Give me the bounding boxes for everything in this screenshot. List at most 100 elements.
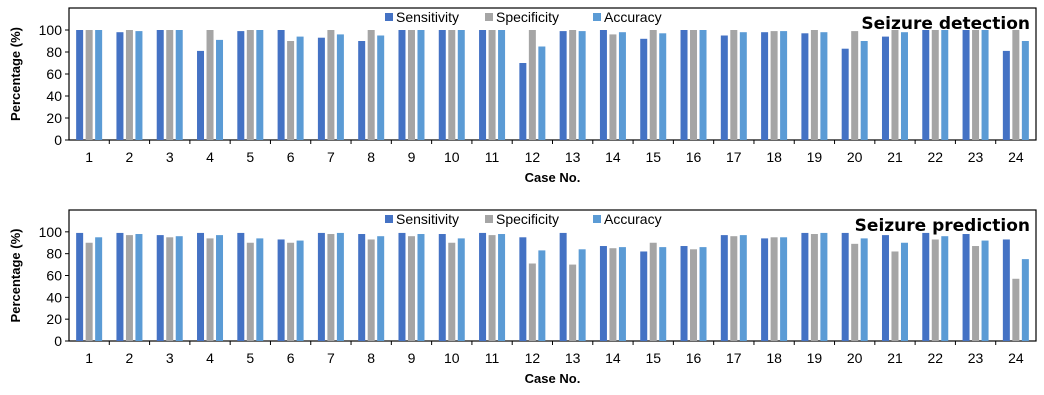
bar-specificity-case-4 [206, 238, 214, 341]
bar-sensitivity-case-12 [519, 63, 527, 140]
bar-sensitivity-case-16 [680, 30, 688, 140]
legend-swatch [593, 215, 601, 223]
bar-specificity-case-7 [327, 234, 335, 341]
bar-sensitivity-case-17 [720, 35, 728, 140]
bar-specificity-case-9 [407, 236, 415, 341]
bar-specificity-case-4 [206, 30, 214, 140]
bar-sensitivity-case-24 [1002, 50, 1010, 140]
chart-title: Seizure detection [861, 14, 1030, 34]
legend-item-specificity: Specificity [485, 9, 559, 25]
x-tick-label: 20 [847, 149, 863, 165]
x-tick-label: 3 [166, 149, 174, 165]
bar-specificity-case-19 [810, 30, 818, 140]
bar-accuracy-case-23 [981, 240, 989, 341]
bar-accuracy-case-4 [216, 235, 224, 341]
y-tick-label: 0 [54, 333, 62, 349]
bar-sensitivity-case-16 [680, 246, 688, 341]
bar-accuracy-case-12 [538, 250, 546, 341]
x-tick-label: 5 [246, 350, 254, 366]
x-tick-label: 3 [166, 350, 174, 366]
bar-specificity-case-2 [125, 30, 133, 140]
bar-specificity-case-22 [931, 30, 939, 140]
bar-sensitivity-case-19 [801, 232, 809, 341]
y-tick-label: 60 [46, 268, 62, 284]
x-axis-label: Case No. [525, 371, 581, 386]
x-tick-label: 1 [85, 350, 93, 366]
legend-item-sensitivity: Sensitivity [385, 211, 459, 227]
bar-accuracy-case-13 [578, 249, 586, 341]
bar-sensitivity-case-17 [720, 235, 728, 341]
y-axis-label: Percentage (%) [8, 229, 23, 323]
x-axis-label: Case No. [525, 170, 581, 185]
x-tick-label: 22 [927, 350, 943, 366]
bar-sensitivity-case-21 [881, 235, 889, 341]
bar-accuracy-case-10 [457, 238, 465, 341]
x-tick-label: 18 [766, 149, 782, 165]
bar-accuracy-case-6 [296, 36, 304, 140]
legend-item-accuracy: Accuracy [593, 9, 662, 25]
bar-specificity-case-20 [851, 243, 859, 341]
x-tick-label: 22 [927, 149, 943, 165]
bar-sensitivity-case-6 [277, 239, 285, 341]
bar-accuracy-case-16 [699, 30, 707, 140]
bar-accuracy-case-7 [336, 34, 344, 140]
legend-item-specificity: Specificity [485, 211, 559, 227]
bar-accuracy-case-19 [820, 232, 828, 341]
bar-accuracy-case-14 [618, 32, 626, 141]
bar-accuracy-case-7 [336, 232, 344, 341]
bar-sensitivity-case-1 [76, 232, 84, 341]
x-tick-label: 6 [287, 149, 295, 165]
x-tick-label: 12 [525, 149, 541, 165]
bar-specificity-case-5 [246, 30, 254, 140]
bar-accuracy-case-22 [941, 30, 949, 140]
bar-specificity-case-19 [810, 234, 818, 341]
bar-accuracy-case-8 [377, 236, 385, 341]
x-tick-label: 8 [367, 149, 375, 165]
legend-swatch [385, 215, 393, 223]
bar-accuracy-case-1 [95, 30, 103, 140]
legend-label: Sensitivity [396, 211, 459, 227]
bar-sensitivity-case-9 [398, 232, 406, 341]
bar-specificity-case-18 [770, 31, 778, 141]
bar-sensitivity-case-5 [237, 232, 245, 341]
y-tick-label: 20 [46, 110, 62, 126]
bar-specificity-case-3 [166, 237, 174, 341]
bar-accuracy-case-24 [1021, 41, 1029, 140]
x-tick-label: 18 [766, 350, 782, 366]
x-tick-label: 20 [847, 350, 863, 366]
y-tick-label: 100 [39, 224, 63, 240]
y-axis-label: Percentage (%) [8, 27, 23, 121]
legend-label: Sensitivity [396, 9, 459, 25]
bar-specificity-case-3 [166, 30, 174, 140]
bar-accuracy-case-15 [659, 33, 667, 140]
bar-accuracy-case-14 [618, 247, 626, 341]
bar-specificity-case-11 [488, 235, 496, 341]
bar-accuracy-case-10 [457, 30, 465, 140]
x-tick-label: 17 [726, 149, 742, 165]
x-tick-label: 23 [968, 149, 984, 165]
bar-accuracy-case-6 [296, 240, 304, 341]
bar-specificity-case-2 [125, 235, 133, 341]
x-tick-label: 10 [444, 350, 460, 366]
x-tick-label: 9 [408, 350, 416, 366]
bar-specificity-case-17 [730, 30, 738, 140]
bar-accuracy-case-17 [739, 235, 747, 341]
bar-sensitivity-case-23 [962, 234, 970, 341]
x-tick-label: 21 [887, 350, 903, 366]
bar-sensitivity-case-21 [881, 36, 889, 140]
x-tick-label: 8 [367, 350, 375, 366]
bar-specificity-case-6 [287, 242, 295, 341]
bar-accuracy-case-18 [780, 237, 788, 341]
x-tick-label: 12 [525, 350, 541, 366]
x-tick-label: 11 [485, 350, 500, 366]
bar-sensitivity-case-14 [599, 30, 607, 140]
bar-sensitivity-case-19 [801, 33, 809, 140]
x-tick-label: 17 [726, 350, 742, 366]
bar-accuracy-case-16 [699, 247, 707, 341]
bar-specificity-case-8 [367, 30, 375, 140]
bar-sensitivity-case-15 [640, 251, 648, 341]
